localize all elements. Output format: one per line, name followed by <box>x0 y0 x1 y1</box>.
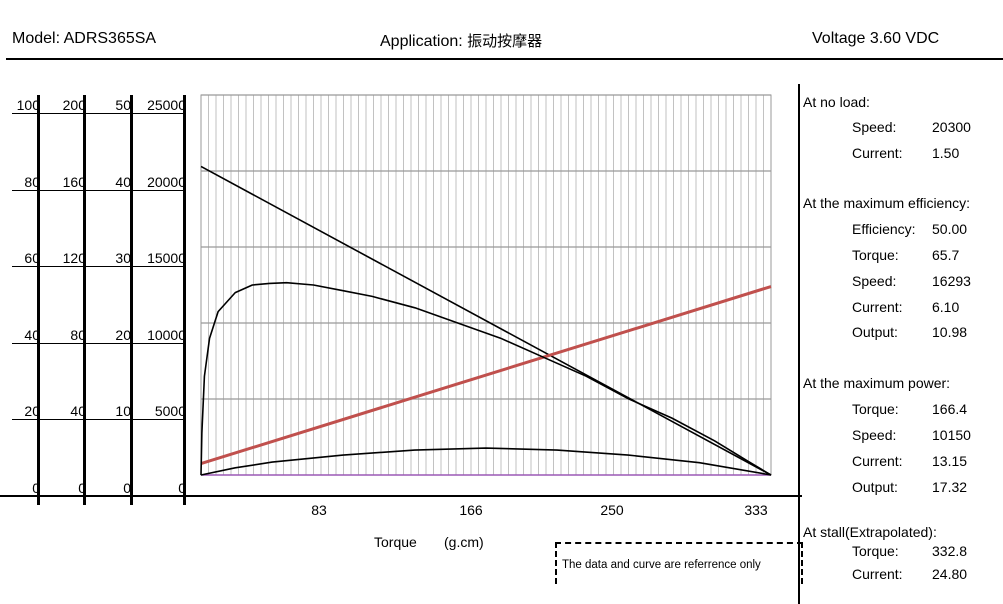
header-divider <box>6 58 1003 60</box>
y-tick-label: 0 <box>178 480 186 496</box>
x-tick-label: 250 <box>600 502 624 518</box>
chart-grid <box>201 94 771 476</box>
model-label: Model: ADRS365SA <box>12 30 157 47</box>
stall-current-label: Current: <box>852 566 903 582</box>
max-eff-output-label: Output: <box>852 324 898 340</box>
spec-panel-divider <box>798 84 800 604</box>
y-tick-rule <box>12 343 186 344</box>
max-power-speed-label: Speed: <box>852 427 897 443</box>
y-tick-label: 40 <box>115 174 131 190</box>
application-value: 振动按摩器 <box>467 32 543 50</box>
y-tick-label: 5000 <box>154 403 186 419</box>
y-tick-rule <box>12 419 186 420</box>
stall-heading: At stall(Extrapolated): <box>803 524 937 540</box>
y-tick-label: 100 <box>16 97 40 113</box>
max-eff-torque-label: Torque: <box>852 247 899 263</box>
y-tick-rule <box>12 266 186 267</box>
max-power-torque-value: 166.4 <box>932 401 968 417</box>
reference-note: The data and curve are referrence only <box>562 559 761 571</box>
y-tick-label: 20 <box>24 403 40 419</box>
y-tick-label: 10000 <box>147 327 186 343</box>
max-eff-speed-value: 16293 <box>932 273 971 289</box>
y-tick-label: 25000 <box>147 97 186 113</box>
y-axis-line <box>83 95 86 505</box>
application: Application: 振动按摩器 <box>380 30 542 51</box>
y-tick-label: 80 <box>70 327 86 343</box>
y-tick-label: 80 <box>24 174 40 190</box>
voltage-label: Voltage 3.60 VDC <box>812 30 940 47</box>
max-eff-output-value: 10.98 <box>932 324 968 340</box>
max-eff-current-value: 6.10 <box>932 299 960 315</box>
x-tick-label: 166 <box>459 502 483 518</box>
stall-torque-label: Torque: <box>852 543 899 559</box>
max-eff-efficiency-label: Efficiency: <box>852 221 916 237</box>
y-tick-label: 0 <box>78 480 86 496</box>
stall-torque-value: 332.8 <box>932 543 968 559</box>
y-tick-label: 200 <box>62 97 86 113</box>
note-box <box>555 542 803 584</box>
max-eff-current-label: Current: <box>852 299 903 315</box>
x-tick-label: 333 <box>744 502 768 518</box>
y-axis-line <box>130 95 133 505</box>
y-tick-label: 15000 <box>147 250 186 266</box>
max-power-current-value: 13.15 <box>932 453 968 469</box>
y-tick-label: 40 <box>70 403 86 419</box>
y-tick-label: 60 <box>24 250 40 266</box>
performance-chart <box>200 94 772 476</box>
max-power-torque-label: Torque: <box>852 401 899 417</box>
application-label: Application: <box>380 33 463 50</box>
chart-series <box>200 165 772 476</box>
y-axis-line <box>37 95 40 505</box>
x-axis-unit: (g.cm) <box>444 534 484 550</box>
speed-curve <box>200 165 772 476</box>
max-eff-efficiency-value: 50.00 <box>932 221 968 237</box>
output-curve <box>200 447 772 476</box>
y-tick-label: 50 <box>115 97 131 113</box>
max-efficiency-heading: At the maximum efficiency: <box>803 195 971 211</box>
y-axis-line <box>183 95 186 505</box>
y-tick-label: 0 <box>32 480 40 496</box>
no-load-speed-value: 20300 <box>932 119 971 135</box>
no-load-current-value: 1.50 <box>932 145 960 161</box>
y-tick-rule <box>12 190 186 191</box>
y-tick-label: 120 <box>62 250 86 266</box>
x-axis-line <box>0 495 802 497</box>
x-tick-label: 83 <box>311 502 327 518</box>
y-tick-label: 30 <box>115 250 131 266</box>
no-load-speed-label: Speed: <box>852 119 897 135</box>
y-tick-rule <box>12 113 186 114</box>
max-eff-torque-value: 65.7 <box>932 247 960 263</box>
y-tick-label: 160 <box>62 174 86 190</box>
y-tick-label: 40 <box>24 327 40 343</box>
max-power-output-value: 17.32 <box>932 479 968 495</box>
efficiency-curve <box>200 281 772 476</box>
no-load-current-label: Current: <box>852 145 903 161</box>
y-tick-label: 0 <box>123 480 131 496</box>
stall-current-value: 24.80 <box>932 566 968 582</box>
x-axis-label: Torque <box>374 534 417 550</box>
max-power-current-label: Current: <box>852 453 903 469</box>
max-power-output-label: Output: <box>852 479 898 495</box>
max-power-speed-value: 10150 <box>932 427 971 443</box>
max-eff-speed-label: Speed: <box>852 273 897 289</box>
y-tick-label: 20 <box>115 327 131 343</box>
y-tick-label: 20000 <box>147 174 186 190</box>
y-tick-label: 10 <box>115 403 131 419</box>
current-curve <box>200 285 772 466</box>
max-power-heading: At the maximum power: <box>803 375 951 391</box>
no-load-heading: At no load: <box>803 94 870 110</box>
